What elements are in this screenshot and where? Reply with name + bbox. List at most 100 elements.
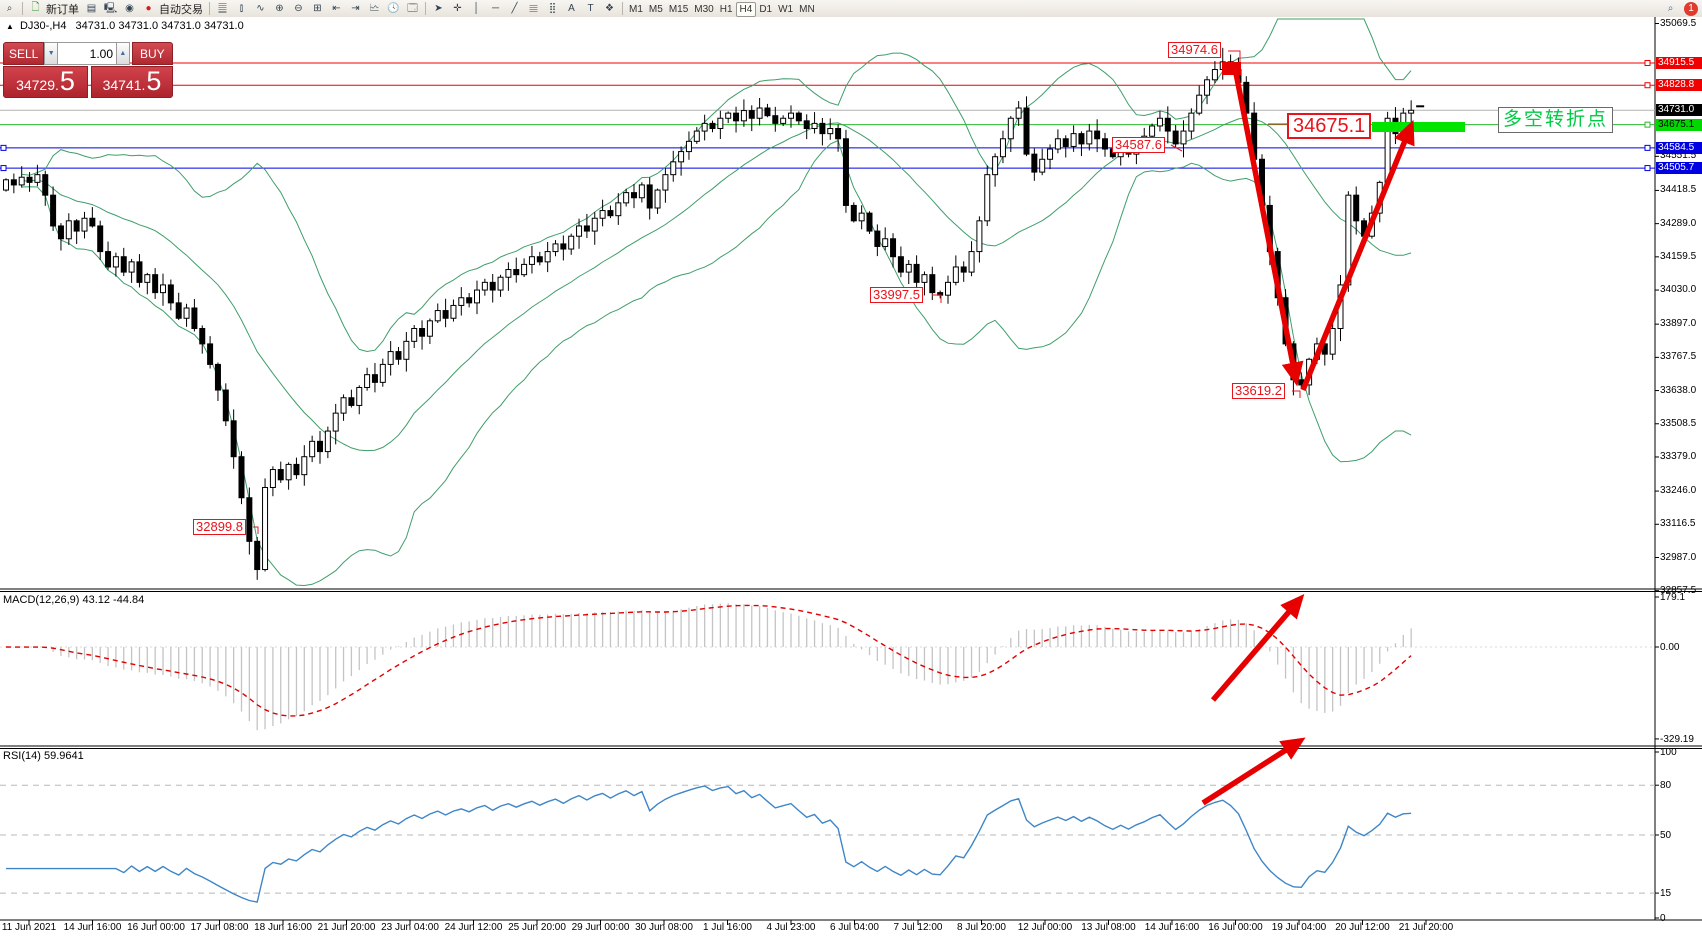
line-handle[interactable] (1644, 82, 1651, 89)
line-handle[interactable] (1644, 121, 1651, 128)
horizontal-line-icon[interactable]: ─ (491, 3, 500, 14)
new-order-icon[interactable]: 🗋 (31, 2, 40, 13)
time-axis-label: 6 Jul 04:00 (830, 922, 879, 933)
line-handle[interactable] (0, 165, 7, 172)
bollinger-middle-band[interactable] (21, 117, 1412, 452)
candle-body (591, 217, 598, 232)
timeframe-h1-button[interactable]: H1 (719, 3, 733, 15)
timeframe-d1-button[interactable]: D1 (759, 3, 773, 15)
turning-price-label[interactable]: 34675.1 (1287, 113, 1372, 139)
candle-chart-icon[interactable]: ⫾ (239, 2, 244, 14)
line-handle[interactable] (1644, 60, 1651, 66)
bottom-label[interactable]: 32899.8 (193, 519, 246, 535)
line-handle[interactable] (1644, 165, 1651, 172)
crash-down-arrow[interactable] (1231, 62, 1304, 387)
arrange-left-icon[interactable]: ⇤ (332, 2, 341, 14)
lot-decrease-button[interactable]: ▼ (44, 42, 58, 65)
price-axis-tick: 33767.5 (1660, 351, 1697, 363)
timeframe-m30-button[interactable]: M30 (694, 3, 714, 15)
candle-body (560, 243, 567, 250)
crosshair-icon[interactable]: ✛ (453, 3, 462, 14)
candle-body (1164, 117, 1171, 132)
market-watch-icon[interactable]: ▤ (86, 2, 97, 14)
candle-body (1039, 158, 1046, 173)
candle-body (866, 212, 873, 232)
candle-body (1086, 130, 1093, 145)
sell-button[interactable]: SELL (3, 42, 45, 65)
candle-body (1047, 148, 1054, 160)
candle-body (175, 302, 182, 319)
search-icon[interactable]: ⌕ (1667, 3, 1674, 14)
time-axis-label: 16 Jul 00:00 (1208, 922, 1263, 933)
data-window-icon[interactable]: 🖳 (103, 2, 118, 14)
timeframe-mn-button[interactable]: MN (799, 3, 815, 15)
autotrade-button[interactable]: 自动交易 (159, 3, 203, 16)
buy-price[interactable]: 34741. 5 (91, 66, 173, 98)
notification-badge[interactable]: 1 (1684, 1, 1698, 16)
channel-icon[interactable]: ⣿ (548, 3, 557, 14)
line-handle[interactable] (0, 144, 7, 151)
timeframe-m5-button[interactable]: M5 (648, 3, 663, 15)
rsi-up-arrow[interactable] (1201, 737, 1306, 806)
crash-low-label[interactable]: 33619.2 (1232, 383, 1285, 399)
time-axis-label: 11 Jun 2021 (1, 922, 57, 933)
timeframe-w1-button[interactable]: W1 (778, 3, 794, 15)
cursor-icon[interactable]: ➤ (434, 3, 443, 14)
line-chart-icon[interactable]: ∿ (256, 2, 265, 14)
arrange-right-icon[interactable]: ⇥ (351, 2, 360, 14)
tile-windows-icon[interactable]: ⊞ (313, 2, 322, 14)
zoom-out-icon[interactable]: ⊖ (294, 2, 303, 14)
bollinger-upper-band[interactable] (21, 18, 1412, 353)
candle-body (364, 374, 371, 388)
dip-label[interactable]: 33997.5 (870, 287, 923, 303)
text-icon[interactable]: A (568, 3, 575, 14)
line-handle[interactable] (1644, 144, 1651, 151)
candle-body (913, 263, 920, 283)
timeframe-m15-button[interactable]: M15 (668, 3, 689, 15)
lot-increase-button[interactable]: ▲ (116, 42, 130, 65)
timeframe-m1-button[interactable]: M1 (629, 3, 643, 15)
time-axis-label: 30 Jun 08:00 (635, 922, 693, 933)
price-axis-tick: 33897.0 (1660, 318, 1697, 330)
rsi-axis-tick: 15 (1660, 888, 1672, 900)
signal-icon[interactable]: ◉ (125, 2, 134, 14)
lot-size-input[interactable] (58, 42, 116, 65)
pre-breakout-label[interactable]: 34587.6 (1112, 137, 1165, 153)
period-clock-icon[interactable]: 🕓 (387, 2, 400, 14)
collapse-icon[interactable]: ▲ (6, 22, 14, 31)
indicators-add-icon[interactable]: 🗠 (369, 2, 380, 14)
macd-up-arrow[interactable] (1210, 593, 1305, 702)
sell-price[interactable]: 34729. 5 (3, 66, 88, 98)
candle-body (945, 281, 951, 296)
candle-body (458, 297, 465, 306)
candle-body (709, 122, 716, 130)
turning-point-highlight[interactable] (1372, 122, 1465, 132)
candle-body (481, 281, 488, 291)
price-axis-tick: 33638.0 (1660, 384, 1697, 396)
peak-label[interactable]: 34974.6 (1168, 42, 1221, 58)
rsi-line[interactable] (6, 785, 1412, 903)
candle-body (254, 540, 261, 571)
template-icon[interactable]: 🗔 (407, 2, 418, 14)
new-order-button[interactable]: 新订单 (46, 3, 79, 16)
rebound-up-arrow[interactable] (1300, 119, 1415, 392)
candle-body (717, 117, 724, 130)
vertical-line-icon[interactable]: │ (473, 3, 480, 14)
candle-body (764, 107, 771, 117)
shapes-icon[interactable]: ❖ (605, 3, 614, 14)
autotrade-icon[interactable]: ● (145, 3, 152, 14)
label-icon[interactable]: T (587, 3, 594, 14)
bollinger-lower-band[interactable] (21, 139, 1412, 587)
turning-point-annotation[interactable]: 多空转折点 (1498, 107, 1614, 133)
time-axis-label: 16 Jun 00:00 (127, 922, 185, 933)
trendline-icon[interactable]: ╱ (511, 3, 518, 14)
buy-button[interactable]: BUY (131, 42, 173, 65)
candle-body (536, 256, 543, 263)
zoom-in-icon[interactable]: ⊕ (275, 2, 284, 14)
timeframe-h4-button[interactable]: H4 (735, 1, 757, 17)
fibonacci-icon[interactable]: 𝄙 (529, 3, 538, 14)
search-icon[interactable]: ⌕ (6, 3, 13, 14)
bar-chart-icon[interactable]: 𝄛 (218, 2, 227, 14)
